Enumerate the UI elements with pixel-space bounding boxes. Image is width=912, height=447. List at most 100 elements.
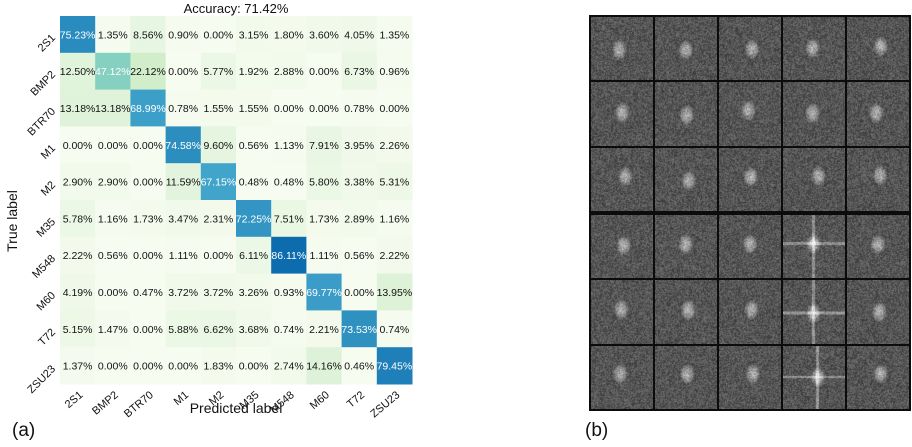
heatmap-cell-1-5 <box>236 52 272 91</box>
heatmap-cell-3-4 <box>200 126 237 164</box>
sar-tile-2-2 <box>719 147 781 211</box>
sar-tile-5-4 <box>847 345 909 409</box>
heatmap-cell-6-4 <box>200 236 237 275</box>
heatmap-cell-2-5 <box>236 89 272 127</box>
cell-label-4-2: 0.00% <box>133 177 163 189</box>
sar-tile-4-0 <box>591 280 653 344</box>
heatmap-cell-4-1 <box>95 163 131 201</box>
cell-label-1-7: 0.00% <box>309 66 339 78</box>
cell-label-0-0: 75.23% <box>60 29 96 41</box>
cell-label-2-7: 0.00% <box>309 103 339 115</box>
heatmap-cell-7-7 <box>306 273 343 311</box>
cell-label-6-0: 2.22% <box>63 250 93 262</box>
heatmap-cell-9-6 <box>271 347 307 385</box>
heatmap-cell-5-6 <box>271 200 307 238</box>
cell-label-5-6: 7.51% <box>274 213 304 225</box>
heatmap-cell-9-0 <box>60 347 96 385</box>
heatmap-cell-3-5 <box>236 126 272 164</box>
cell-label-1-3: 0.00% <box>168 66 198 78</box>
cell-label-7-0: 4.19% <box>63 287 93 299</box>
heatmap-cell-8-4 <box>200 310 237 348</box>
heatmap-cell-7-5 <box>236 273 272 311</box>
heatmap-cell-7-8 <box>341 273 378 311</box>
sar-tile-1-0 <box>591 82 653 146</box>
x-axis-label: Predicted label <box>190 400 283 416</box>
sar-tile-1-1 <box>655 82 717 146</box>
heatmap-cell-6-6 <box>271 236 307 275</box>
heatmap-cell-1-0 <box>60 52 96 91</box>
cell-label-0-2: 8.56% <box>133 29 163 41</box>
cell-label-6-4: 0.00% <box>204 250 234 262</box>
y-tick-BMP2: BMP2 <box>28 69 58 99</box>
cell-label-5-1: 1.16% <box>98 213 128 225</box>
cell-label-7-4: 3.72% <box>204 287 234 299</box>
x-tick-BMP2: BMP2 <box>90 389 121 417</box>
heatmap-cell-7-3 <box>165 273 202 311</box>
sar-tile-3-4 <box>847 215 909 279</box>
heatmap-cell-3-2 <box>130 126 167 164</box>
heatmap-cell-8-5 <box>236 310 272 348</box>
sar-tile-4-3 <box>783 280 845 344</box>
cell-label-9-4: 1.83% <box>204 361 234 373</box>
cell-label-7-1: 0.00% <box>98 287 128 299</box>
cell-label-2-5: 1.55% <box>239 103 269 115</box>
heatmap-cell-2-6 <box>271 89 307 127</box>
heatmap-cell-8-6 <box>271 310 307 348</box>
cell-label-0-3: 0.90% <box>168 29 198 41</box>
cell-label-3-0: 0.00% <box>63 140 93 152</box>
cell-label-8-4: 6.62% <box>204 324 234 336</box>
cell-label-0-1: 1.35% <box>98 29 128 41</box>
heatmap-cell-6-7 <box>306 236 343 275</box>
y-tick-M548: M548 <box>30 253 58 281</box>
cell-label-2-0: 13.18% <box>60 103 96 115</box>
heatmap-cell-1-9 <box>376 52 413 91</box>
cell-label-5-3: 3.47% <box>168 213 198 225</box>
heatmap-cell-5-2 <box>130 200 167 238</box>
cell-label-2-3: 0.78% <box>168 103 198 115</box>
sar-tile-0-3 <box>783 17 845 81</box>
x-tick-2S1: 2S1 <box>63 389 86 411</box>
heatmap-cell-3-0 <box>60 126 96 164</box>
heatmap-cell-6-8 <box>341 236 378 275</box>
sar-tile-3-1 <box>655 215 717 279</box>
cell-label-3-9: 2.26% <box>380 140 410 152</box>
heatmap-cell-9-8 <box>341 347 378 385</box>
heatmap-cell-8-1 <box>95 310 131 348</box>
heatmap-cell-2-3 <box>165 89 202 127</box>
heatmap-cell-9-9 <box>376 347 413 385</box>
heatmap-cell-4-0 <box>60 163 96 201</box>
cell-label-3-3: 74.58% <box>165 140 201 152</box>
heatmap-cell-9-3 <box>165 347 202 385</box>
cell-label-5-2: 1.73% <box>133 213 163 225</box>
heatmap-cell-7-1 <box>95 273 131 311</box>
heatmap-cell-1-4 <box>200 52 237 91</box>
cell-label-4-8: 3.38% <box>344 177 374 189</box>
cell-label-4-5: 0.48% <box>239 177 269 189</box>
heatmap-cell-4-9 <box>376 163 413 201</box>
heatmap-cell-3-6 <box>271 126 307 164</box>
sar-tile-3-0 <box>591 215 653 279</box>
sar-tile-2-3 <box>783 147 845 211</box>
heatmap-cell-1-8 <box>341 52 378 91</box>
y-tick-M1: M1 <box>39 142 58 161</box>
heatmap-cell-0-1 <box>95 16 131 54</box>
sar-tile-5-1 <box>655 345 717 409</box>
sar-tile-0-0 <box>591 17 653 81</box>
sar-tile-4-1 <box>655 280 717 344</box>
cell-label-8-8: 73.53% <box>341 324 377 336</box>
x-tick-M60: M60 <box>308 389 332 412</box>
sar-tile-1-3 <box>783 82 845 146</box>
cell-label-8-0: 5.15% <box>63 324 93 336</box>
cell-label-9-1: 0.00% <box>98 361 128 373</box>
sar-tile-0-2 <box>719 17 781 81</box>
heatmap-cell-4-8 <box>341 163 378 201</box>
heatmap-cell-5-9 <box>376 200 413 238</box>
heatmap-cell-9-5 <box>236 347 272 385</box>
heatmap-cell-6-3 <box>165 236 202 275</box>
cell-label-7-9: 13.95% <box>377 287 413 299</box>
y-tick-M60: M60 <box>34 290 58 314</box>
heatmap-cell-5-1 <box>95 200 131 238</box>
cell-label-0-9: 1.35% <box>380 29 410 41</box>
heatmap-cell-2-2 <box>130 89 167 127</box>
heatmap-cell-9-2 <box>130 347 167 385</box>
